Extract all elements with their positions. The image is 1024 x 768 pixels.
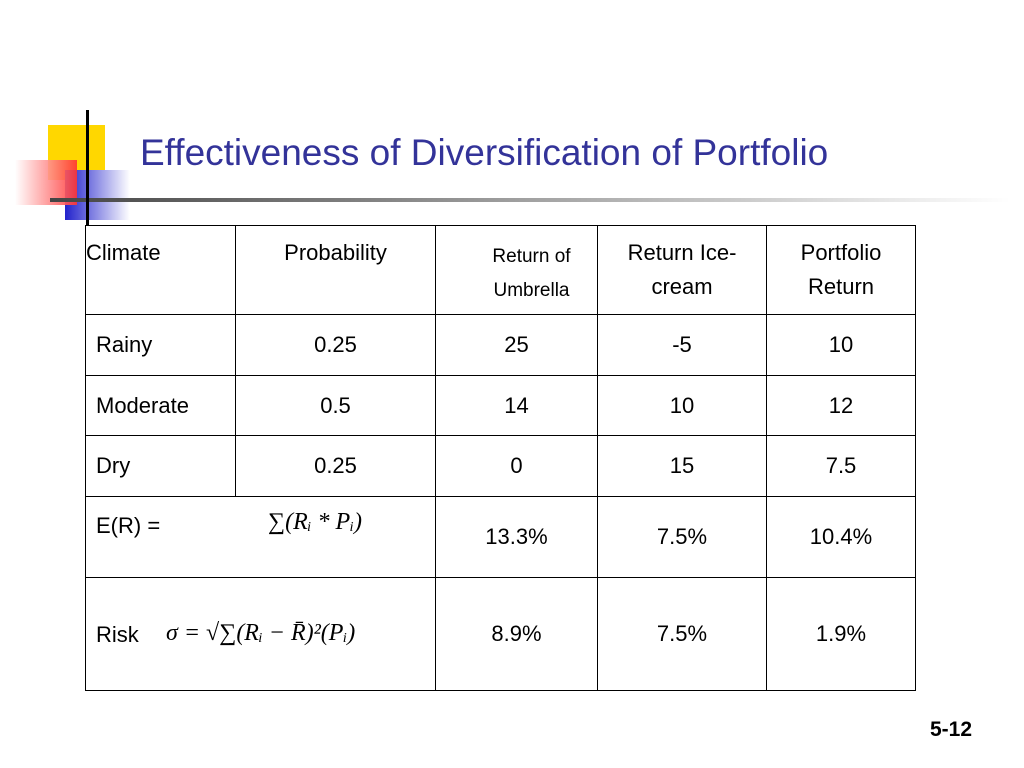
cell: 7.5	[766, 435, 916, 497]
cell: 0.25	[235, 435, 436, 497]
cell: 8.9%	[435, 577, 598, 691]
cell: 25	[435, 314, 598, 376]
slide-title: Effectiveness of Diversification of Port…	[140, 132, 829, 173]
column-header: Climate	[85, 225, 236, 315]
cell: Dry	[85, 435, 236, 497]
cell: 14	[435, 375, 598, 436]
cell: 1.9%	[766, 577, 916, 691]
formula: ∑(Rᵢ * Pᵢ)	[268, 509, 363, 535]
column-header: Portfolio Return	[766, 225, 916, 315]
cell: 12	[766, 375, 916, 436]
cell: 0.25	[235, 314, 436, 376]
formula: σ = √∑(Rᵢ − R̄)²(Pᵢ)	[166, 620, 356, 646]
page-number: 5-12	[929, 718, 972, 741]
row-label: E(R) =	[96, 513, 161, 538]
title-rule	[50, 198, 1010, 202]
cell: 0	[435, 435, 598, 497]
cell: 15	[597, 435, 767, 497]
label-cell: Risk σ = √∑(Rᵢ − R̄)²(Pᵢ)	[85, 577, 436, 691]
cell: 7.5%	[597, 577, 767, 691]
label-cell: E(R) = ∑(Rᵢ * Pᵢ)	[85, 496, 436, 578]
cell: 10	[766, 314, 916, 376]
cell: -5	[597, 314, 767, 376]
cell: Moderate	[85, 375, 236, 436]
data-table: Climate Probability Return of Umbrella R…	[85, 225, 916, 691]
red-square	[15, 160, 77, 205]
cell: 7.5%	[597, 496, 767, 578]
row-label: Risk	[96, 622, 139, 647]
decoration	[15, 110, 1010, 225]
cell: 10	[597, 375, 767, 436]
column-header: Return Ice-cream	[597, 225, 767, 315]
column-header: Probability	[235, 225, 436, 315]
column-header: Return of Umbrella	[435, 225, 598, 315]
cell: 13.3%	[435, 496, 598, 578]
vertical-rule	[86, 110, 89, 225]
cell: 10.4%	[766, 496, 916, 578]
cell: Rainy	[85, 314, 236, 376]
cell: 0.5	[235, 375, 436, 436]
